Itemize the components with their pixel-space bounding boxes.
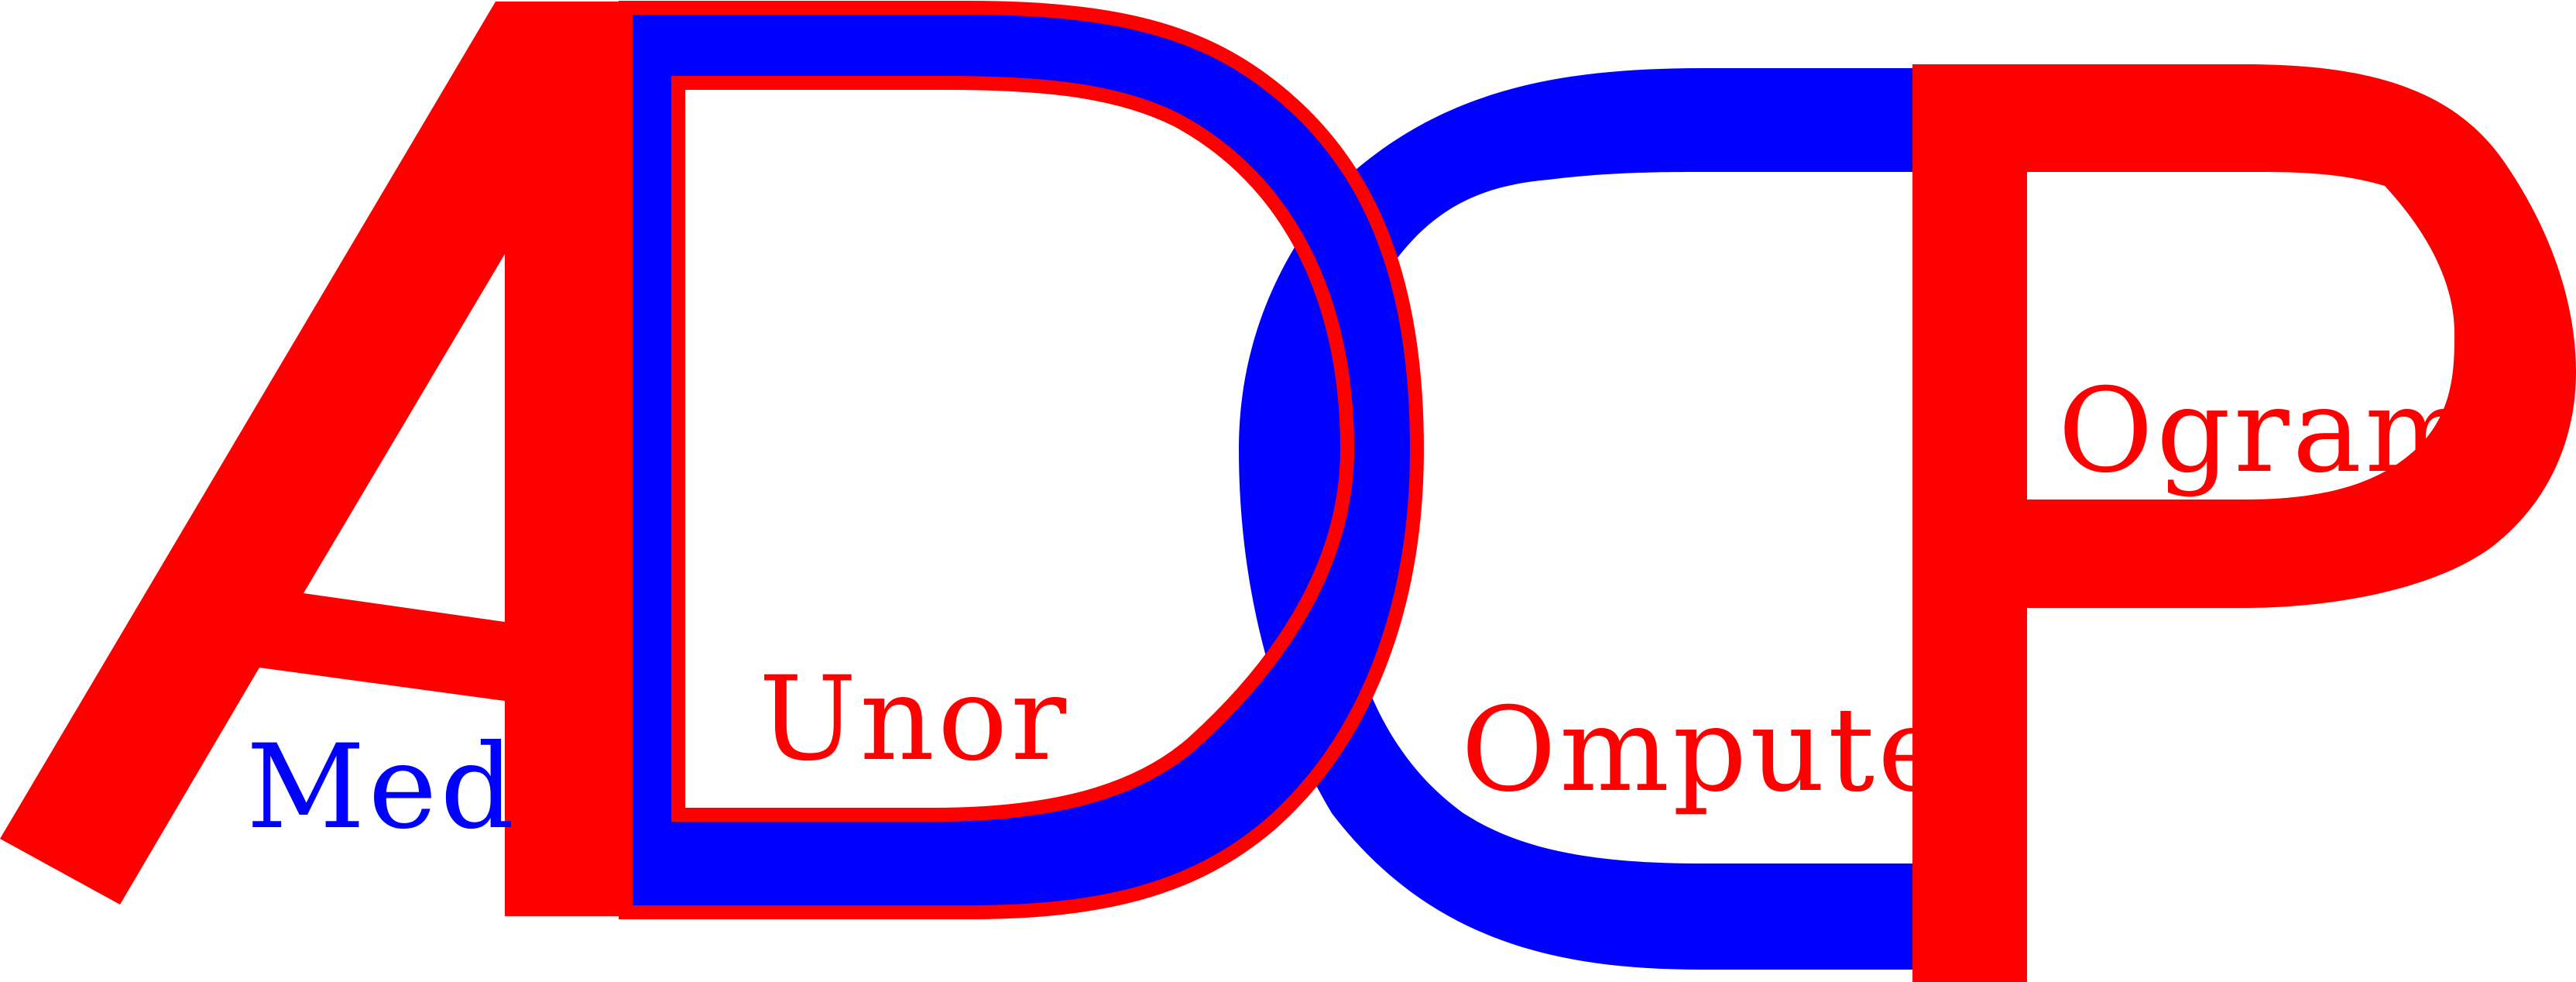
letter-c [1239,68,1912,970]
letter-d [619,0,1425,919]
word-med: Med [246,720,517,855]
letter-a [0,2,674,916]
word-unor: Unor [759,652,1069,787]
word-omputer: Omputer [1461,683,2008,818]
word-ogram: Ogram [2058,364,2478,499]
letter-p [1912,64,2576,982]
